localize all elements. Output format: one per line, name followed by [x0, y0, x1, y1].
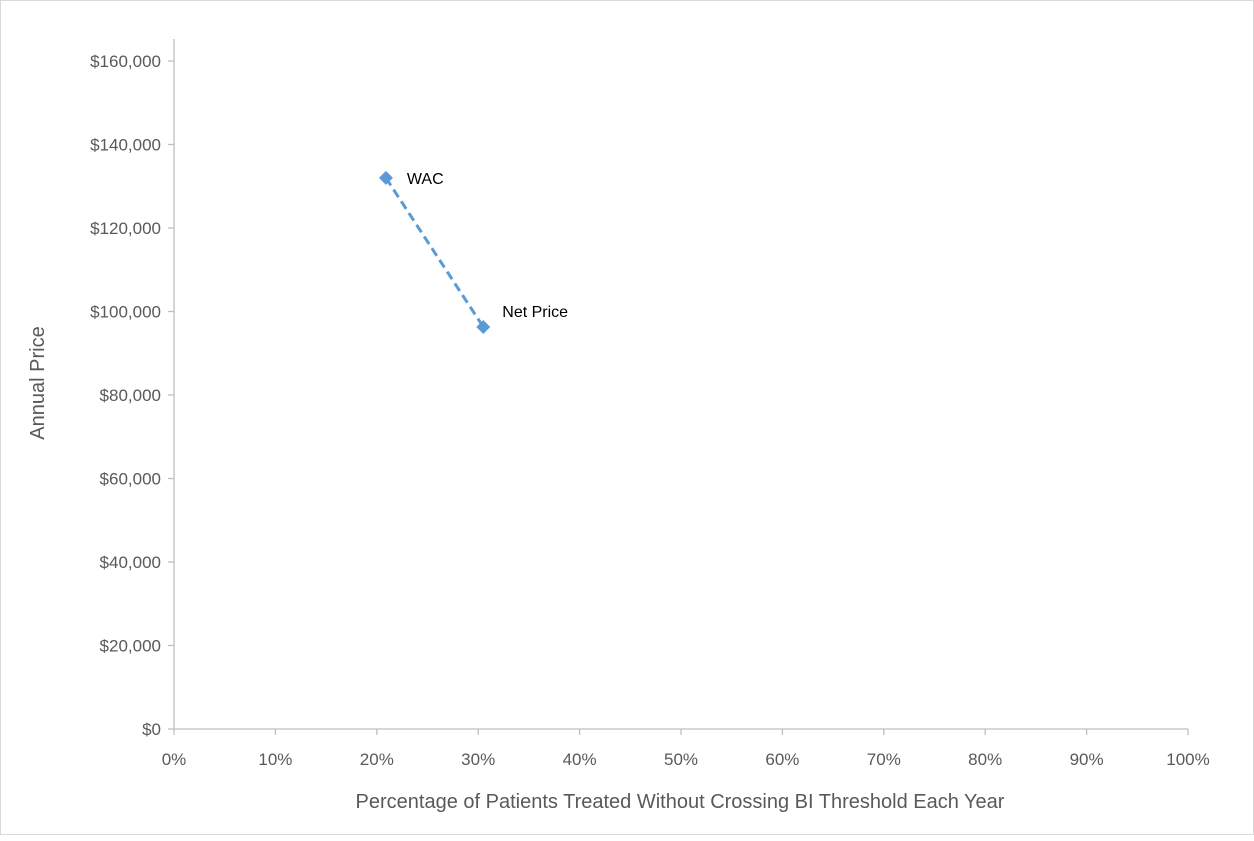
- y-tick-label: $60,000: [100, 470, 161, 489]
- x-tick-label: 80%: [968, 750, 1002, 769]
- x-tick-label: 10%: [258, 750, 292, 769]
- y-axis-title: Annual Price: [27, 326, 49, 439]
- data-point-label: WAC: [407, 171, 444, 188]
- data-point-marker: [378, 170, 393, 185]
- y-axis: $0 $20,000 $40,000 $60,000 $80,000 $100,000 $1…: [90, 39, 175, 739]
- x-axis: 0% 10% 20% 30% 40% 50% 60% 70% 80% 90% 100%: [162, 728, 1210, 769]
- x-tick-label: 60%: [765, 750, 799, 769]
- x-tick-label: 90%: [1070, 750, 1104, 769]
- y-tick-label: $140,000: [90, 136, 161, 155]
- y-tick-label: $120,000: [90, 219, 161, 238]
- data-point-marker: [476, 319, 491, 334]
- x-tick-label: 40%: [563, 750, 597, 769]
- x-tick-label: 70%: [867, 750, 901, 769]
- series-line: [384, 177, 485, 328]
- x-tick-label: 30%: [461, 750, 495, 769]
- y-tick-label: $80,000: [100, 386, 161, 405]
- x-axis-title: Percentage of Patients Treated Without C…: [356, 791, 1005, 813]
- y-tick-label: $0: [142, 720, 161, 739]
- x-tick-label: 100%: [1166, 750, 1209, 769]
- x-tick-label: 50%: [664, 750, 698, 769]
- y-tick-label: $160,000: [90, 52, 161, 71]
- y-tick-label: $40,000: [100, 553, 161, 572]
- y-tick-label: $20,000: [100, 637, 161, 656]
- data-point-label: Net Price: [502, 304, 568, 321]
- series-group: WAC Net Price: [378, 170, 568, 334]
- x-tick-label: 20%: [360, 750, 394, 769]
- x-tick-label: 0%: [162, 750, 187, 769]
- y-tick-label: $100,000: [90, 303, 161, 322]
